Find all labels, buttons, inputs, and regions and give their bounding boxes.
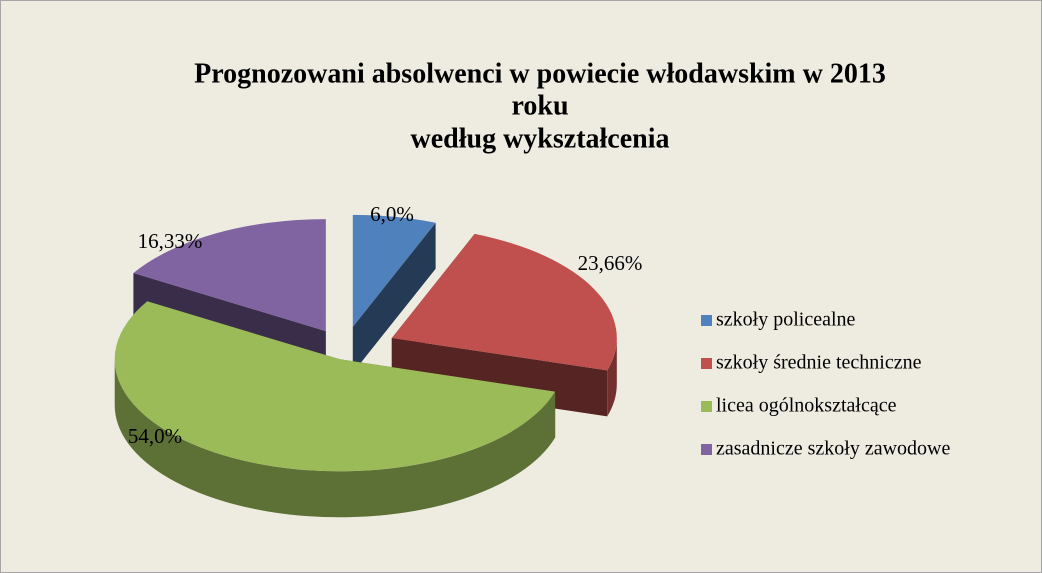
data-label: 54,0% <box>128 424 182 448</box>
chart-title: Prognozowani absolwenci w powiecie włoda… <box>194 58 886 89</box>
data-label: 16,33% <box>138 229 203 253</box>
data-label: 6,0% <box>370 202 414 226</box>
chart-title: według wykształcenia <box>411 123 670 154</box>
legend-label: szkoły średnie techniczne <box>716 352 922 374</box>
legend-label: licea ogólnokształcące <box>716 395 897 417</box>
legend-swatch <box>701 401 712 412</box>
labels: 6,0% 23,66% 54,0% 16,33% <box>128 202 643 448</box>
legend: szkoły policealne szkoły średnie technicz… <box>701 309 950 460</box>
legend-label: szkoły policealne <box>716 309 856 331</box>
legend-label: zasadnicze szkoły zawodowe <box>716 438 950 460</box>
legend-swatch <box>701 358 712 369</box>
slice <box>114 301 556 472</box>
slice <box>391 233 617 371</box>
slice <box>133 219 326 332</box>
legend-swatch <box>701 315 712 326</box>
slice-wall <box>114 359 556 518</box>
slice-side <box>352 222 436 373</box>
chart-title: roku <box>511 90 568 121</box>
data-label: 23,66% <box>578 251 643 275</box>
slice-wall <box>607 338 617 417</box>
slice <box>352 214 436 327</box>
pie <box>114 214 617 518</box>
legend-swatch <box>701 444 712 455</box>
